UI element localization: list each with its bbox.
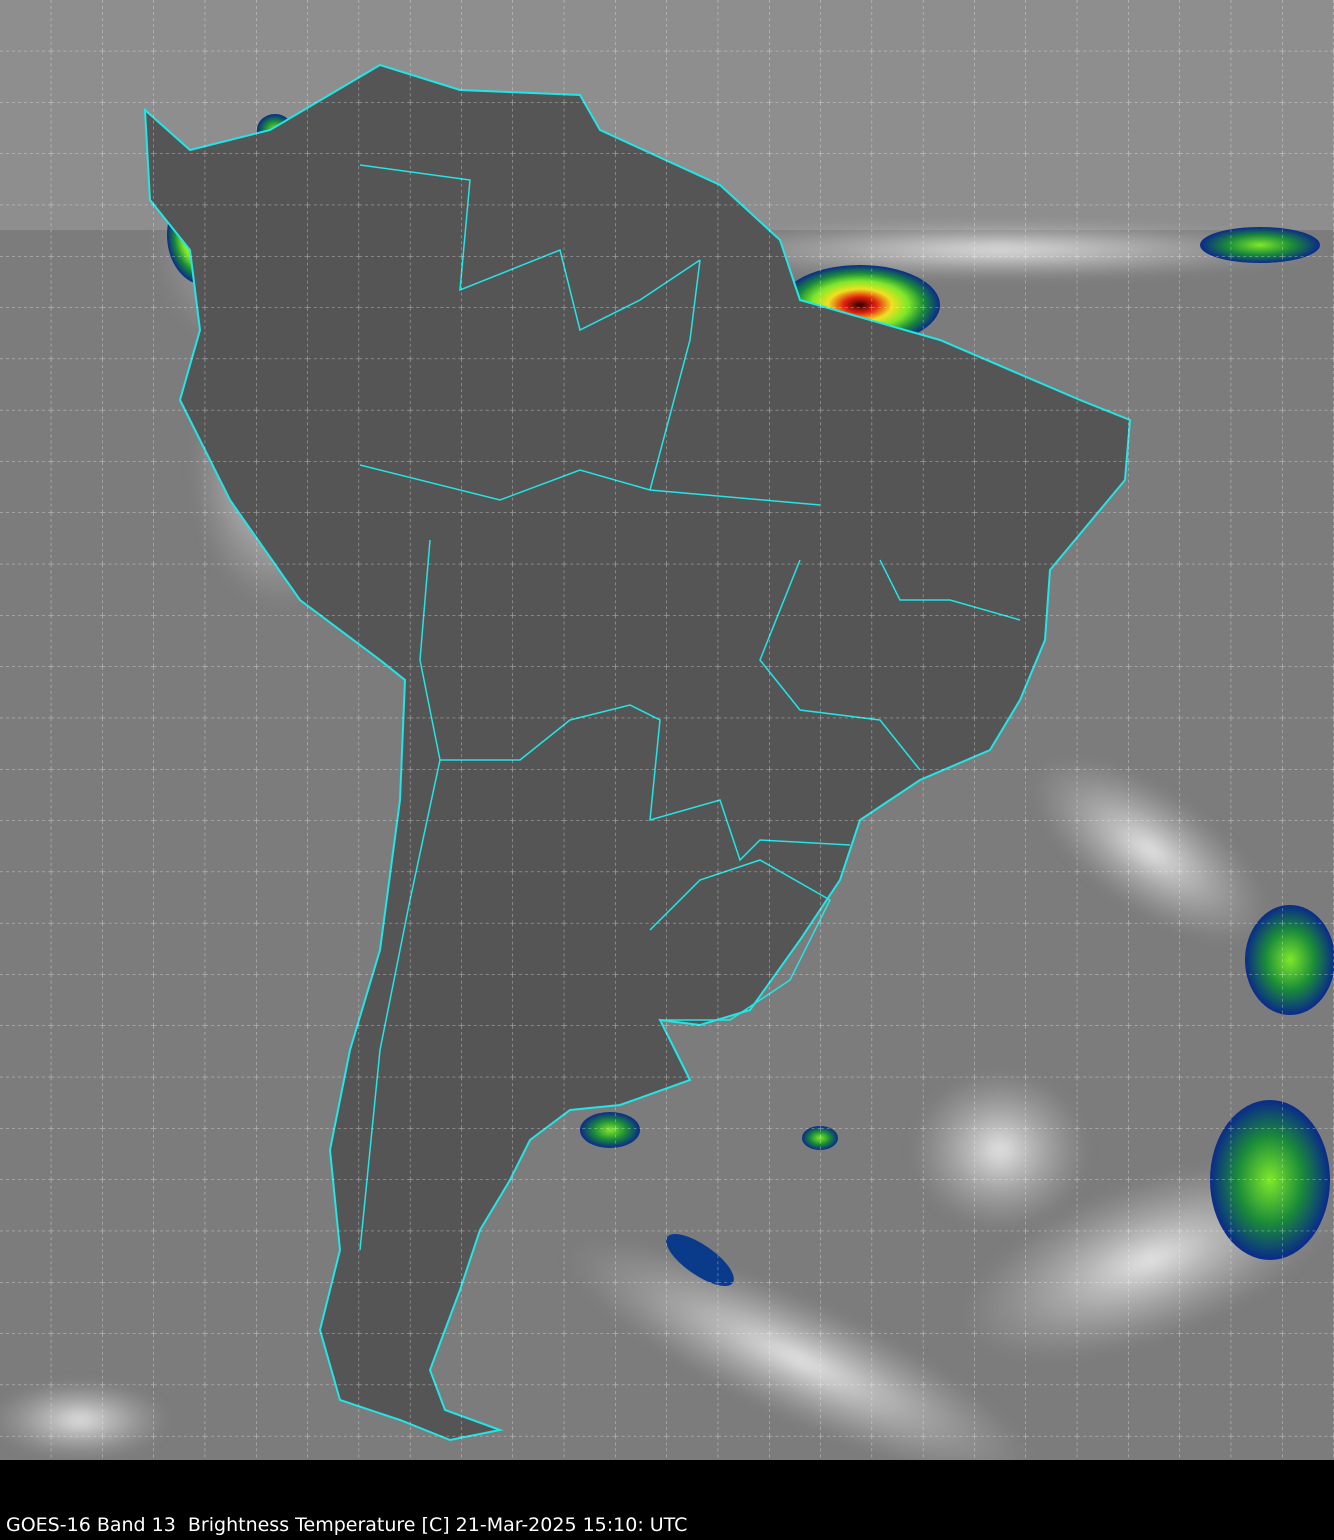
satellite-map xyxy=(0,0,1334,1460)
image-caption: GOES-16 Band 13 Brightness Temperature [… xyxy=(6,1514,688,1536)
lat-lon-grid xyxy=(0,0,1334,1460)
